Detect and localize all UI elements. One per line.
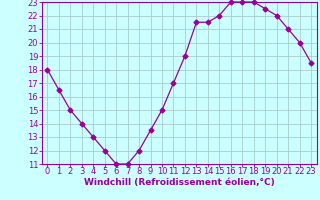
X-axis label: Windchill (Refroidissement éolien,°C): Windchill (Refroidissement éolien,°C)	[84, 178, 275, 187]
